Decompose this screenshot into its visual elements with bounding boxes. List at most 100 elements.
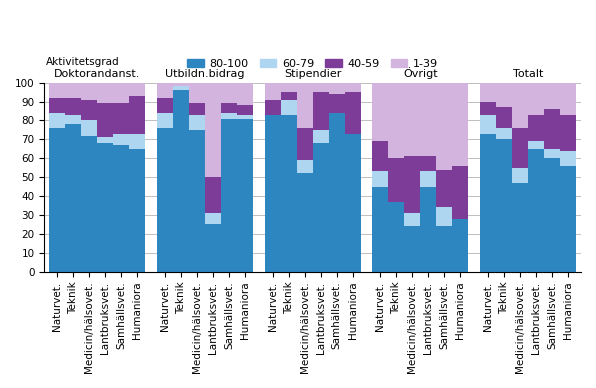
Bar [496, 128, 512, 139]
Bar [129, 149, 145, 272]
Bar [388, 158, 404, 202]
Bar [528, 149, 544, 272]
Bar [404, 226, 420, 272]
Bar [496, 139, 512, 272]
Text: Aktivitetsgrad: Aktivitetsgrad [46, 57, 119, 68]
Bar [436, 170, 452, 207]
Bar [129, 133, 145, 149]
Bar [173, 83, 189, 87]
Bar [436, 83, 452, 170]
Text: Stipendier: Stipendier [284, 69, 342, 79]
Bar [496, 83, 512, 107]
Bar [512, 83, 528, 128]
Bar [65, 124, 81, 272]
Bar [344, 83, 361, 92]
Bar [388, 202, 404, 272]
Bar [113, 133, 129, 145]
Bar [480, 133, 496, 272]
Bar [344, 133, 361, 272]
Bar [329, 94, 344, 113]
Bar [265, 100, 281, 115]
Bar [297, 83, 313, 128]
Bar [420, 156, 436, 171]
Bar [544, 83, 560, 109]
Bar [512, 183, 528, 272]
Text: Övrigt: Övrigt [403, 67, 437, 79]
Bar [221, 83, 237, 104]
Bar [344, 92, 361, 133]
Text: Totalt: Totalt [513, 69, 544, 79]
Bar [81, 100, 97, 120]
Bar [313, 83, 329, 92]
Bar [560, 115, 576, 151]
Bar [313, 130, 329, 143]
Bar [512, 168, 528, 183]
Bar [480, 115, 496, 133]
Bar [265, 115, 281, 272]
Bar [560, 166, 576, 272]
Bar [49, 128, 65, 272]
Bar [281, 115, 297, 272]
Bar [221, 113, 237, 119]
Bar [452, 166, 468, 219]
Bar [544, 149, 560, 158]
Bar [97, 104, 113, 137]
Bar [372, 141, 388, 171]
Bar [157, 98, 173, 113]
Bar [49, 83, 65, 98]
Bar [512, 128, 528, 168]
Bar [281, 92, 297, 100]
Bar [404, 156, 420, 213]
Bar [404, 83, 420, 156]
Bar [237, 115, 253, 119]
Bar [420, 83, 436, 156]
Bar [113, 83, 129, 104]
Bar [49, 113, 65, 128]
Bar [97, 143, 113, 272]
Bar [560, 151, 576, 166]
Bar [480, 102, 496, 115]
Bar [281, 83, 297, 92]
Bar [388, 83, 404, 158]
Bar [297, 160, 313, 173]
Bar [560, 83, 576, 115]
Bar [173, 87, 189, 90]
Bar [420, 187, 436, 272]
Bar [297, 173, 313, 272]
Text: Utbildn.bidrag: Utbildn.bidrag [165, 69, 245, 79]
Bar [157, 128, 173, 272]
Bar [528, 115, 544, 141]
Bar [189, 115, 205, 130]
Bar [372, 187, 388, 272]
Bar [237, 105, 253, 115]
Bar [97, 137, 113, 143]
Bar [65, 98, 81, 115]
Bar [452, 219, 468, 272]
Bar [81, 83, 97, 100]
Bar [205, 224, 221, 272]
Bar [420, 171, 436, 187]
Bar [205, 83, 221, 177]
Bar [436, 226, 452, 272]
Bar [265, 83, 281, 100]
Bar [544, 158, 560, 272]
Bar [237, 83, 253, 105]
Bar [205, 177, 221, 213]
Bar [113, 145, 129, 272]
Bar [173, 90, 189, 272]
Bar [313, 143, 329, 272]
Legend: 80-100, 60-79, 40-59, 1-39: 80-100, 60-79, 40-59, 1-39 [183, 54, 443, 73]
Bar [221, 119, 237, 272]
Bar [372, 83, 388, 141]
Bar [49, 98, 65, 113]
Bar [221, 104, 237, 113]
Bar [189, 104, 205, 115]
Bar [329, 113, 344, 272]
Bar [205, 213, 221, 224]
Bar [157, 83, 173, 98]
Bar [157, 113, 173, 128]
Bar [129, 96, 145, 133]
Bar [436, 207, 452, 226]
Bar [313, 92, 329, 130]
Bar [113, 104, 129, 133]
